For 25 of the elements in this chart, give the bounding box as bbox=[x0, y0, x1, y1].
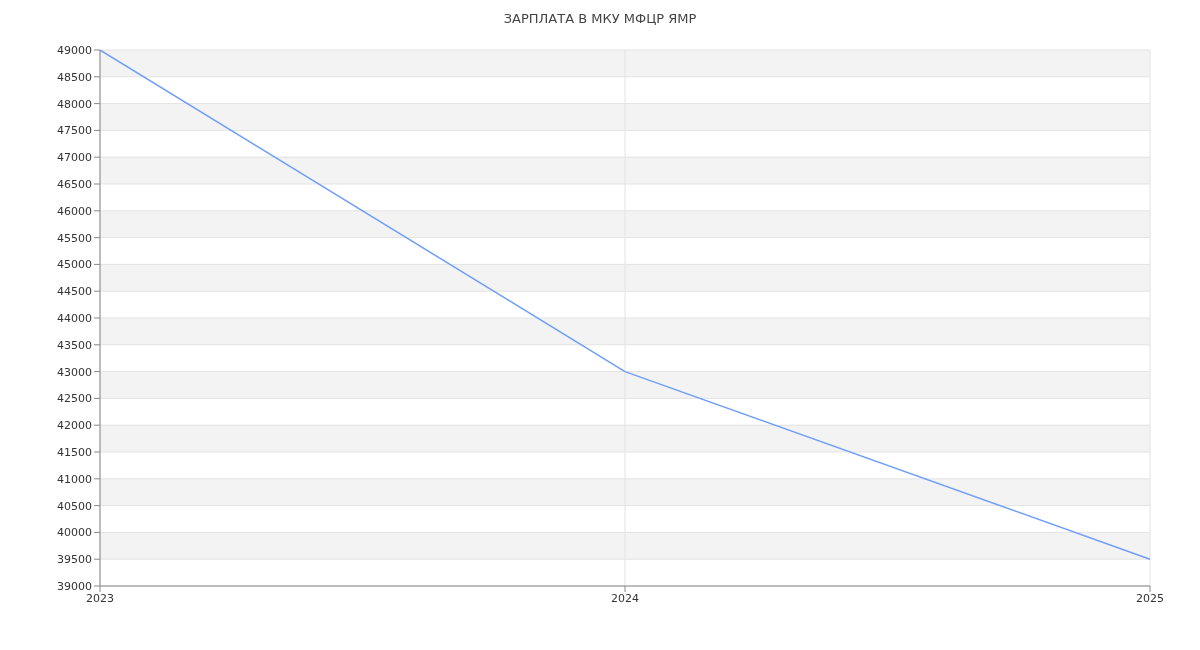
y-tick-label: 44000 bbox=[57, 311, 92, 325]
y-tick-label: 42000 bbox=[57, 419, 92, 433]
y-tick-label: 47500 bbox=[57, 124, 92, 138]
x-tick-label: 2023 bbox=[86, 591, 114, 605]
y-tick-label: 40000 bbox=[57, 526, 92, 540]
y-tick-label: 39000 bbox=[57, 579, 92, 593]
y-tick-label: 43000 bbox=[57, 365, 92, 379]
y-tick-label: 42500 bbox=[57, 392, 92, 406]
y-tick-label: 47000 bbox=[57, 151, 92, 165]
y-tick-label: 48000 bbox=[57, 97, 92, 111]
y-tick-label: 44500 bbox=[57, 285, 92, 299]
y-tick-label: 41500 bbox=[57, 445, 92, 459]
y-tick-label: 48500 bbox=[57, 70, 92, 84]
x-tick-label: 2025 bbox=[1136, 591, 1164, 605]
y-tick-label: 49000 bbox=[57, 43, 92, 57]
y-tick-label: 46500 bbox=[57, 177, 92, 191]
y-tick-label: 43500 bbox=[57, 338, 92, 352]
y-tick-label: 39500 bbox=[57, 553, 92, 567]
x-tick-label: 2024 bbox=[611, 591, 639, 605]
chart-title: ЗАРПЛАТА В МКУ МФЦР ЯМР bbox=[502, 11, 698, 26]
y-tick-label: 46000 bbox=[57, 204, 92, 218]
y-tick-label: 41000 bbox=[57, 472, 92, 486]
y-tick-label: 40500 bbox=[57, 499, 92, 513]
y-tick-label: 45500 bbox=[57, 231, 92, 245]
y-tick-label: 45000 bbox=[57, 258, 92, 272]
